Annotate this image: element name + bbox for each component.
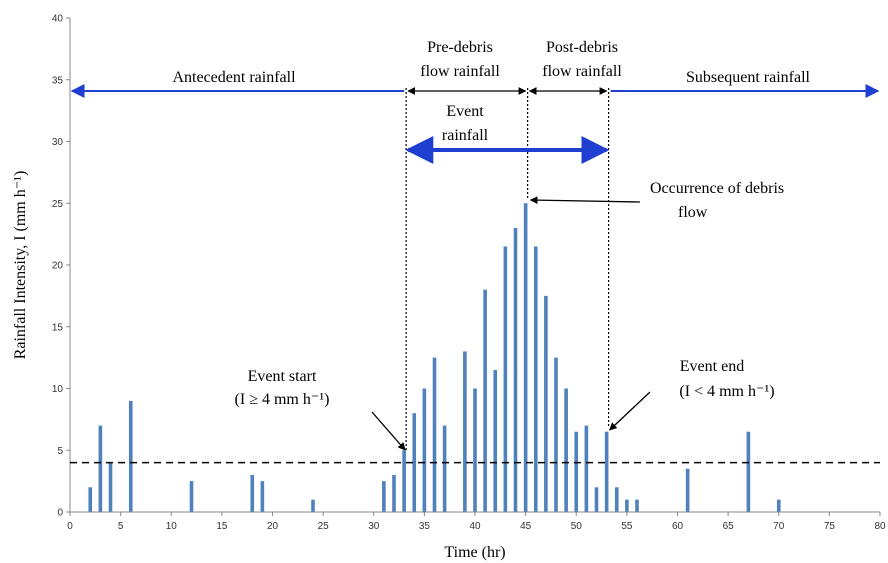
event-end-label-line2: (I < 4 mm h⁻¹) [679,383,774,400]
bar-t31 [382,481,386,513]
bar-t42 [493,369,498,512]
y-axis-label: Rainfall Intensity, I (mm h⁻¹) [12,171,29,360]
antecedent-label: Antecedent rainfall [172,69,296,86]
bar-t35 [422,388,427,512]
bar-t6 [128,400,133,512]
bar-t41 [483,289,487,512]
bar-t52 [594,487,599,512]
y-tick-label: 5 [57,446,63,457]
bar-t24 [311,499,315,512]
y-tick-label: 30 [52,137,64,148]
y-tick-label: 15 [52,322,64,333]
bar-t32 [392,474,396,512]
bar-t4 [108,462,113,512]
x-tick-label: 80 [874,521,886,532]
bar-t51 [584,425,589,512]
x-tick-label: 10 [166,521,178,532]
bar-t33 [402,450,406,512]
x-tick-label: 0 [67,521,73,532]
x-tick-label: 55 [621,521,633,532]
bar-series [88,203,781,513]
bar-t47 [544,295,548,513]
x-tick-label: 65 [723,521,735,532]
event-rainfall-label-line1: Event [446,103,484,120]
bar-t61 [685,468,690,512]
bar-t34 [412,413,417,512]
bar-t67 [746,431,751,512]
x-tick-label: 25 [318,521,330,532]
bar-t54 [614,487,619,512]
x-axis-ticks: 0 5 10 15 20 25 30 35 40 45 50 55 60 65 70 75 80 [67,512,886,532]
bar-t12 [189,481,194,513]
bar-t56 [635,499,639,512]
x-tick-label: 40 [469,521,481,532]
post-debris-label-line2: flow rainfall [542,63,622,80]
y-tick-label: 35 [52,75,64,86]
subsequent-label: Subsequent rainfall [686,69,811,86]
pre-debris-label-line1: Pre-debris [427,39,493,56]
bar-t70 [776,499,781,512]
bar-t48 [554,357,558,513]
event-end-label-line1: Event end [680,358,744,375]
x-axis-label: Time (hr) [444,544,505,561]
event-rainfall-label-line2: rainfall [442,127,489,144]
occurrence-pointer-arrow [529,196,641,205]
event-start-label-line2: (I ≥ 4 mm h⁻¹) [235,391,330,408]
x-tick-label: 50 [571,521,583,532]
x-tick-label: 15 [216,521,228,532]
post-debris-label-line1: Post-debris [546,39,618,56]
bar-t53 [604,431,609,512]
event-start-pointer-arrow [371,411,406,451]
bar-t3 [98,425,103,512]
x-tick-label: 30 [368,521,380,532]
bar-t18 [250,474,255,512]
bar-t45 [523,203,528,512]
x-tick-label: 70 [773,521,785,532]
bar-t43 [503,246,508,513]
bar-t46 [533,246,538,513]
y-tick-label: 0 [57,508,63,519]
bar-t40 [473,388,477,512]
bar-t2 [88,487,93,512]
bar-t44 [513,227,518,512]
event-end-pointer-arrow [609,391,651,431]
x-tick-label: 5 [118,521,124,532]
x-tick-label: 60 [672,521,684,532]
bar-t49 [564,388,568,512]
y-tick-label: 40 [52,14,64,25]
x-tick-label: 20 [267,521,279,532]
y-axis-ticks: 0 5 10 15 20 25 30 35 40 [52,14,70,519]
bar-t37 [442,425,447,512]
occurrence-label-line2: flow [678,204,708,221]
y-tick-label: 20 [52,261,64,272]
event-start-label-line1: Event start [248,368,317,385]
x-tick-label: 45 [520,521,532,532]
x-tick-label: 35 [419,521,431,532]
bar-t36 [432,357,437,513]
bar-t39 [463,351,467,512]
occurrence-label-line1: Occurrence of debris [650,180,784,197]
x-tick-label: 75 [824,521,836,532]
bar-t19 [260,481,265,513]
bar-t50 [574,431,579,512]
y-tick-label: 10 [52,384,64,395]
y-tick-label: 25 [52,199,64,210]
bar-t55 [625,499,629,512]
pre-debris-label-line2: flow rainfall [420,63,500,80]
